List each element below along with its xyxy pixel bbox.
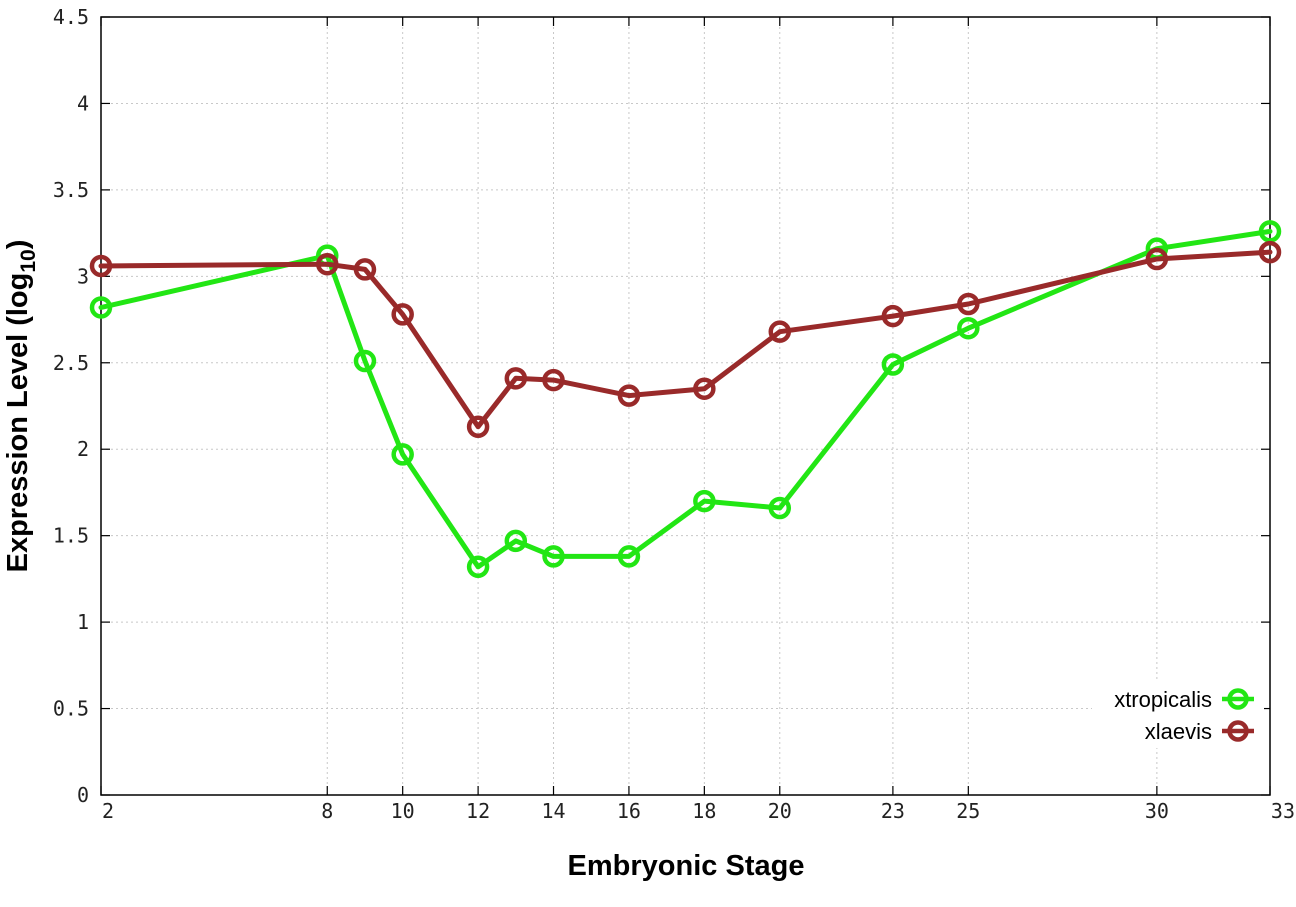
x-tick-label: 25: [956, 799, 980, 823]
y-tick-label: 0.5: [53, 697, 89, 721]
data-point-xtropicalis: [881, 353, 905, 376]
y-tick-labels: 0 0.5 1 1.5 2 2.5 3 3.5 4 4.5: [53, 5, 89, 807]
x-tick-label: 30: [1145, 799, 1169, 823]
data-point-xlaevis: [391, 303, 414, 326]
data-point-xlaevis: [881, 304, 905, 328]
data-point-xtropicalis: [957, 316, 980, 340]
legend-label-xlaevis: xlaevis: [1145, 719, 1212, 744]
y-tick-label: 2: [77, 437, 89, 461]
data-point-xtropicalis: [1258, 220, 1282, 243]
series-line-xtropicalis: [98, 228, 1273, 570]
data-point-xlaevis: [693, 377, 716, 400]
y-tick-label: 1.5: [53, 524, 89, 548]
x-tick-label: 10: [391, 799, 415, 823]
legend: xtropicalis xlaevis: [1092, 680, 1264, 748]
data-point-xtropicalis: [89, 296, 113, 319]
x-tick-label: 2: [102, 799, 114, 823]
x-tick-labels: 2 8 10 12 14 16 18 20 23 25 30 33: [102, 799, 1295, 823]
data-point-xlaevis: [1145, 247, 1169, 271]
data-point-xlaevis: [466, 415, 490, 438]
data-point-xlaevis: [1258, 240, 1282, 264]
data-point-xtropicalis: [617, 545, 641, 568]
x-tick-label: 18: [692, 799, 716, 823]
legend-label-xtropicalis: xtropicalis: [1114, 687, 1212, 712]
data-point-xtropicalis: [466, 555, 490, 579]
x-tick-label: 23: [881, 799, 905, 823]
y-tick-label: 3.5: [53, 178, 89, 202]
data-point-xtropicalis: [768, 496, 792, 520]
y-axis-title-subscript: 10: [17, 249, 40, 272]
legend-marker-xlaevis: [1227, 720, 1249, 742]
y-tick-label: 3: [77, 264, 89, 288]
data-point-xlaevis: [504, 367, 528, 390]
data-point-xlaevis: [542, 368, 565, 392]
y-tick-label: 2.5: [53, 351, 89, 375]
data-point-xlaevis: [353, 258, 377, 281]
x-tick-label: 8: [321, 799, 333, 823]
series-layer: [89, 220, 1282, 579]
y-tick-label: 4: [77, 91, 89, 115]
data-point-xtropicalis: [353, 349, 377, 373]
data-point-xtropicalis: [391, 443, 414, 466]
y-tick-label: 4.5: [53, 5, 89, 29]
data-point-xlaevis: [89, 254, 113, 278]
x-tick-label: 33: [1271, 799, 1295, 823]
data-point-xtropicalis: [693, 489, 716, 513]
data-point-xlaevis: [768, 320, 792, 343]
data-point-xtropicalis: [504, 529, 528, 553]
plot-frame: [100, 16, 1271, 796]
x-axis-title: Embryonic Stage: [568, 850, 805, 882]
y-axis-title-main: Expression Level (log: [2, 273, 34, 573]
data-point-xtropicalis: [542, 545, 565, 568]
y-axis-title-close: ): [2, 240, 34, 250]
data-point-xlaevis: [316, 252, 339, 276]
x-tick-label: 12: [466, 799, 490, 823]
x-tick-label: 16: [617, 799, 641, 823]
legend-marker-xtropicalis: [1227, 688, 1249, 710]
y-tick-label: 1: [77, 610, 89, 634]
data-point-xlaevis: [617, 384, 641, 407]
x-tick-label: 14: [541, 799, 565, 823]
x-tick-label: 20: [768, 799, 792, 823]
y-axis-title: Expression Level (log10): [2, 240, 40, 573]
data-point-xlaevis: [957, 292, 980, 316]
y-tick-label: 0: [77, 783, 89, 807]
